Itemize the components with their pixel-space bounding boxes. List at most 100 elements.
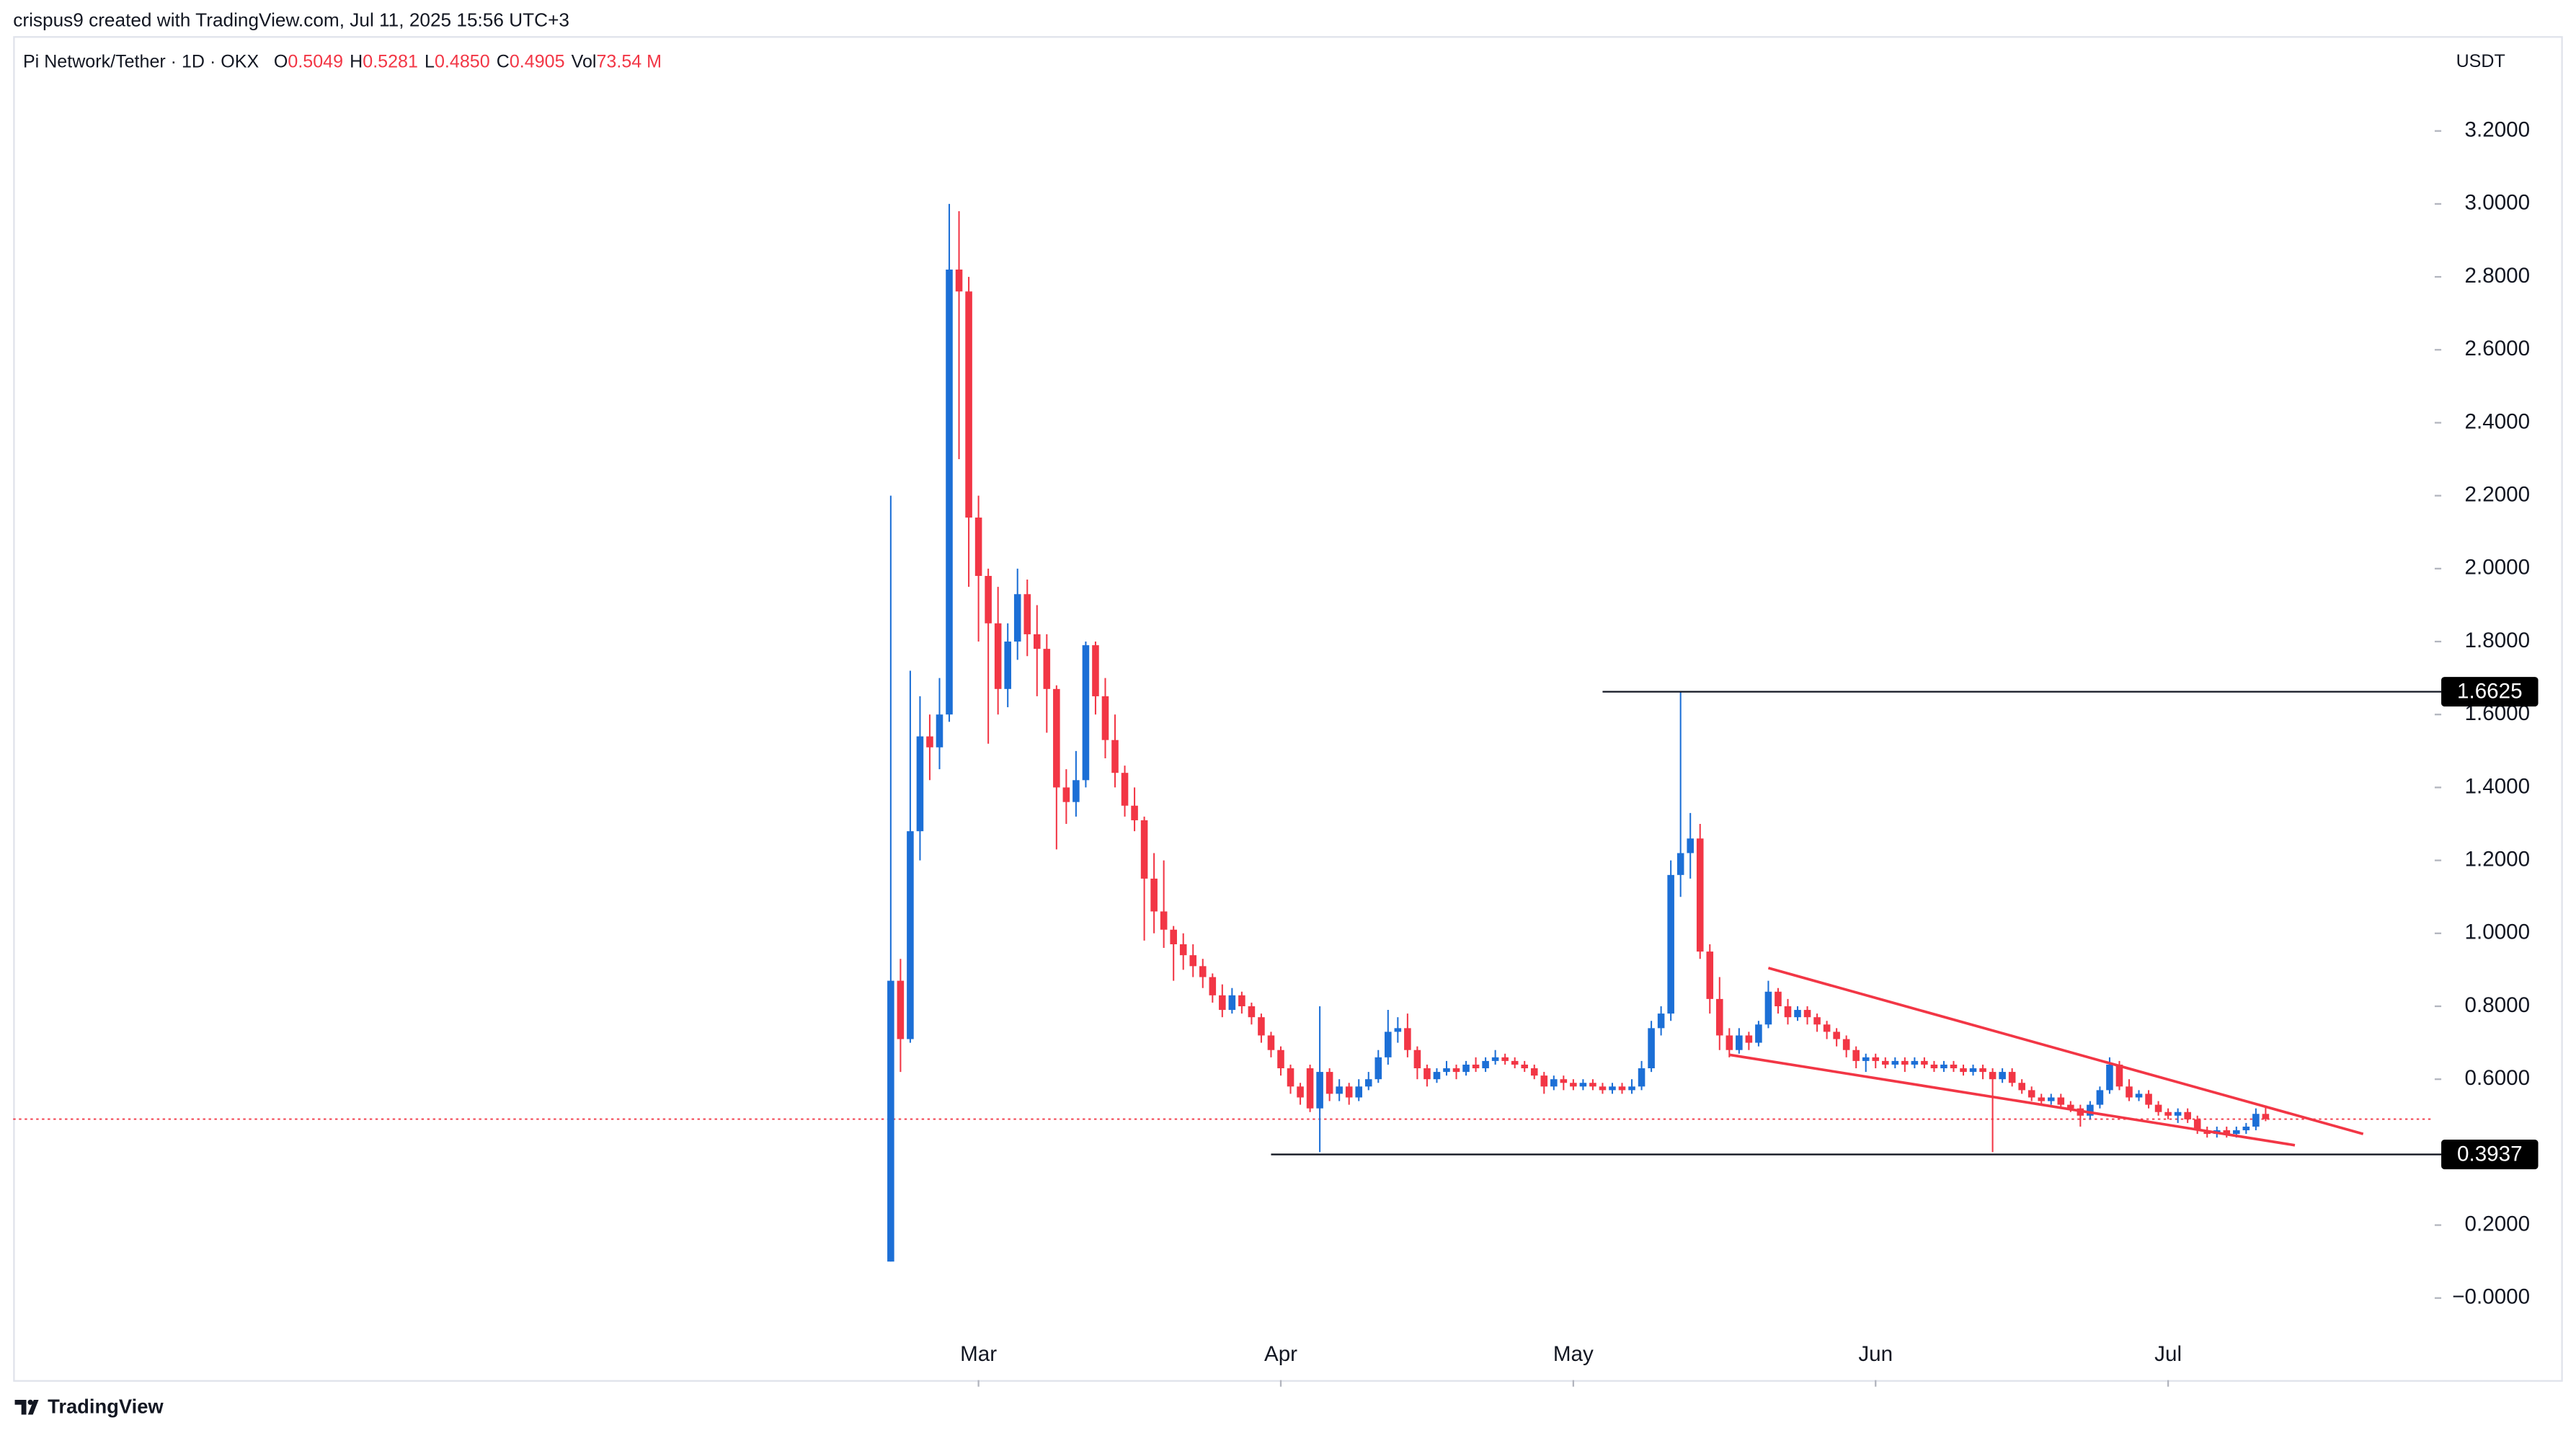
legend-key: Vol xyxy=(572,51,597,71)
x-tick-label: Mar xyxy=(960,1342,997,1366)
legend-value: 0.4850 xyxy=(435,51,490,71)
candle-body xyxy=(994,623,1002,689)
candle-body xyxy=(1999,1072,2006,1080)
candle-body xyxy=(1638,1068,1645,1087)
y-tick-label: 2.0000 xyxy=(2465,556,2531,580)
candle-body xyxy=(1950,1064,1958,1069)
candle-body xyxy=(1189,955,1197,967)
legend-value: 0.5281 xyxy=(363,51,418,71)
candle-body xyxy=(1433,1072,1441,1080)
candle-body xyxy=(2067,1104,2074,1109)
candle-body xyxy=(2106,1064,2113,1091)
candle-body xyxy=(2096,1090,2104,1105)
trendline xyxy=(1767,967,2364,1135)
candle-body xyxy=(1424,1068,1431,1080)
candle-body xyxy=(1560,1079,1568,1083)
candle-body xyxy=(1521,1064,1529,1069)
candle-body xyxy=(2242,1126,2250,1131)
candle-body xyxy=(1589,1083,1596,1087)
candle-body xyxy=(1228,995,1236,1011)
candle-body xyxy=(1267,1035,1275,1050)
ohlc-legend: Pi Network/Tether · 1D · OKX O0.5049 H0.5… xyxy=(23,51,662,71)
logo-mark xyxy=(14,1399,39,1415)
candle-body xyxy=(1676,853,1684,875)
candle-body xyxy=(2193,1119,2201,1131)
candle-body xyxy=(1940,1064,1947,1069)
legend-value: 0.5049 xyxy=(288,51,343,71)
candle-body xyxy=(1764,991,1772,1025)
candle-body xyxy=(1404,1028,1411,1050)
y-tick-label: 3.0000 xyxy=(2465,191,2531,215)
candle-body xyxy=(1053,688,1060,788)
y-tick-label: −0.0000 xyxy=(2452,1285,2530,1309)
candle-body xyxy=(1989,1072,1997,1080)
currency: USDT xyxy=(2456,51,2505,71)
candle-body xyxy=(2223,1130,2231,1135)
x-tick-label: Jul xyxy=(2154,1342,2182,1366)
candle-body xyxy=(955,269,963,292)
candle-body xyxy=(974,518,982,576)
candle-body xyxy=(1969,1068,1977,1073)
candle-body xyxy=(1891,1060,1899,1065)
candle-body xyxy=(1979,1068,1986,1073)
trendline xyxy=(1729,1053,2296,1147)
candle-body xyxy=(1803,1010,1811,1018)
candle-body xyxy=(2252,1114,2260,1127)
candle-body xyxy=(1960,1068,1967,1073)
candle-body xyxy=(2115,1064,2123,1087)
candle-body xyxy=(1462,1064,1470,1073)
y-tick-label: 2.6000 xyxy=(2465,337,2531,360)
candle-body xyxy=(1111,740,1119,773)
candle-body xyxy=(1316,1072,1323,1109)
candle-body xyxy=(1852,1050,1860,1061)
candle-body xyxy=(926,736,933,747)
x-tick-label: Jun xyxy=(1858,1342,1893,1366)
candle-body xyxy=(1706,951,1714,999)
candle-body xyxy=(2087,1104,2094,1116)
level-price-box xyxy=(2441,677,2539,707)
candle-body xyxy=(1150,878,1158,912)
candle-body xyxy=(1297,1086,1304,1098)
candle-body xyxy=(1745,1035,1753,1043)
candle-body xyxy=(1823,1024,1831,1032)
legend-value: 73.54 M xyxy=(596,51,662,71)
candle-body xyxy=(1258,1017,1265,1036)
candle-body xyxy=(907,831,914,1039)
candle-body xyxy=(1336,1086,1343,1094)
candle-body xyxy=(916,736,924,832)
candle-body xyxy=(1687,838,1694,853)
candle-body xyxy=(1911,1060,1919,1065)
candle-body xyxy=(1033,634,1041,649)
y-tick-label: 2.8000 xyxy=(2465,264,2531,288)
candle-body xyxy=(1736,1035,1743,1050)
candle-body xyxy=(1219,995,1226,1011)
candle-body xyxy=(1248,1006,1256,1018)
candle-body xyxy=(1755,1024,1762,1043)
candle-body xyxy=(1794,1010,1801,1018)
candle-body xyxy=(1345,1086,1353,1098)
candle-body xyxy=(1599,1086,1607,1091)
candle-body xyxy=(1609,1086,1616,1091)
candle-body xyxy=(1072,780,1080,802)
x-tick-label: Apr xyxy=(1264,1342,1297,1366)
candle-body xyxy=(1775,991,1782,1006)
candle-body xyxy=(1385,1032,1392,1057)
candle-body xyxy=(1862,1057,1870,1061)
candle-body xyxy=(1179,944,1187,956)
candle-body xyxy=(1716,998,1723,1036)
candle-body xyxy=(1364,1079,1372,1087)
candle-body xyxy=(897,980,905,1039)
candle-body xyxy=(1140,820,1148,879)
candle-body xyxy=(985,575,992,624)
candle-body xyxy=(1277,1050,1284,1069)
x-tick-label: May xyxy=(1553,1342,1594,1366)
candle-body xyxy=(1833,1032,1840,1039)
y-tick-label: 1.2000 xyxy=(2465,847,2531,871)
y-tick-label: 2.2000 xyxy=(2465,482,2531,506)
candle-body xyxy=(1628,1086,1635,1091)
candle-body xyxy=(1101,696,1109,740)
candle-body xyxy=(2028,1090,2035,1098)
level-price-label: 0.3937 xyxy=(2457,1143,2523,1166)
legend-value: 0.4905 xyxy=(510,51,565,71)
candle-body xyxy=(1618,1086,1626,1091)
